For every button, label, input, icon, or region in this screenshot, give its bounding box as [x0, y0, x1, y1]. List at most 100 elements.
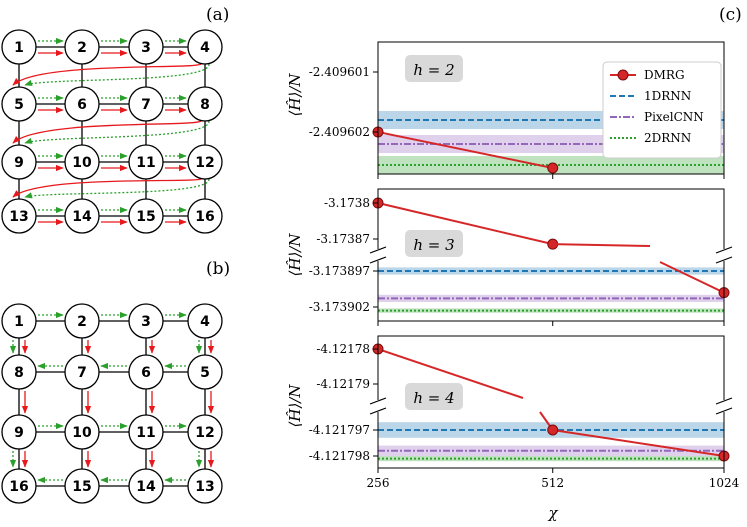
y-tick-label: -3.1738 [324, 196, 370, 210]
lattice-node [128, 414, 164, 450]
x-tick-label: 256 [367, 476, 390, 490]
legend-1drnn-label: 1DRNN [644, 89, 691, 103]
lattice-node [64, 144, 100, 180]
lattice-node [1, 468, 37, 504]
y-tick-label: -2.409601 [309, 65, 370, 79]
lattice-node [64, 414, 100, 450]
panel-label-a: (a) [206, 5, 229, 25]
annotation-box [405, 383, 463, 410]
arrow-green-return [24, 178, 210, 199]
lattice-node-label: 16 [195, 209, 214, 225]
lattice-node [187, 468, 223, 504]
x-tick-label: 512 [541, 476, 564, 490]
annotation-box [405, 230, 463, 257]
lattice-node [128, 354, 164, 390]
y-tick-label: -4.121797 [309, 423, 370, 437]
x-tick-label: 1024 [709, 476, 740, 490]
arrow-red-return [12, 63, 202, 86]
y-tick-label: -4.12178 [316, 342, 370, 356]
dmrg-line [377, 131, 553, 169]
lattice-node-label: 10 [72, 155, 92, 171]
lattice-node [1, 144, 37, 180]
lattice-node-label: 15 [72, 479, 91, 495]
lattice-node-label: 14 [136, 479, 156, 495]
y-axis-label: ⟨Ĥ⟩/N [286, 233, 304, 277]
legend-box [602, 61, 722, 159]
plot-frame [377, 41, 725, 175]
legend-dmrg-label: DMRG [644, 68, 685, 82]
lattice-node [1, 198, 37, 234]
lattice-node [187, 29, 223, 65]
lattice-node [64, 303, 100, 339]
lattice-node-label: 7 [141, 97, 151, 113]
break-mark [715, 397, 733, 405]
y-tick-label: -3.17387 [316, 232, 370, 246]
break-mark [369, 256, 387, 264]
dmrg-point [547, 162, 559, 174]
dmrg-line [377, 202, 553, 246]
lattice-node-label: 14 [72, 209, 92, 225]
y-tick-label: -3.173897 [309, 264, 370, 278]
lattice-node-label: 8 [200, 97, 210, 113]
lattice-node [1, 354, 37, 390]
x-axis-label: χ [547, 504, 558, 522]
lattice-node [128, 144, 164, 180]
lattice-node [128, 29, 164, 65]
y-tick-label: -4.12179 [316, 377, 370, 391]
lattice-node-label: 5 [200, 365, 210, 381]
lattice-node-label: 12 [195, 155, 214, 171]
break-mark [369, 397, 387, 405]
lattice-node [187, 198, 223, 234]
arrow-red-return [12, 120, 202, 144]
annotation-label: h = 2 [413, 61, 454, 79]
break-mark [715, 256, 733, 264]
y-tick-label: -2.409602 [309, 125, 370, 139]
break-gap [375, 249, 381, 261]
lattice-node-label: 1 [14, 40, 24, 56]
legend: DMRG 1DRNN PixelCNN 2DRNN [602, 61, 722, 159]
dmrg-line-to-break [377, 348, 524, 399]
lattice-node-label: 9 [14, 425, 24, 441]
lattice-node-label: 15 [136, 209, 155, 225]
break-gap [721, 400, 727, 412]
break-gap [721, 249, 727, 261]
lattice-node-label: 6 [77, 97, 87, 113]
y-tick-label: -4.121798 [309, 449, 370, 463]
lattice-node [1, 29, 37, 65]
y-tick-label: -3.173902 [309, 300, 370, 314]
lattice-node-label: 4 [200, 314, 210, 330]
break-mark [715, 246, 733, 254]
lattice-node-label: 10 [72, 425, 92, 441]
lattice-node [187, 414, 223, 450]
lattice-node-label: 5 [14, 97, 24, 113]
y-axis-label: ⟨Ĥ⟩/N [286, 384, 304, 428]
lattice-node-label: 11 [136, 155, 155, 171]
break-gap [375, 400, 381, 412]
legend-pixelcnn-label: PixelCNN [644, 110, 704, 124]
lattice-node [187, 303, 223, 339]
lattice-node [128, 303, 164, 339]
lattice-node-label: 13 [9, 209, 28, 225]
lattice-node-label: 4 [200, 40, 210, 56]
arrow-green-return [24, 63, 210, 86]
lattice-node-label: 7 [77, 365, 87, 381]
y-axis-label: ⟨Ĥ⟩/N [286, 73, 304, 117]
lattice-node [1, 86, 37, 122]
dmrg-line-to-break [552, 243, 651, 247]
panel-label-c: (c) [719, 5, 742, 25]
dmrg-line [552, 429, 725, 457]
lattice-node-label: 12 [195, 425, 214, 441]
lattice-node-label: 16 [9, 479, 28, 495]
annotation-box [405, 55, 463, 82]
lattice-node [1, 414, 37, 450]
lattice-node-label: 3 [141, 40, 151, 56]
lattice-node-label: 6 [141, 365, 151, 381]
lattice-node [187, 86, 223, 122]
lattice-node [128, 86, 164, 122]
lattice-node [64, 468, 100, 504]
dmrg-line-from-break [659, 261, 725, 294]
annotation-label: h = 4 [413, 389, 454, 407]
